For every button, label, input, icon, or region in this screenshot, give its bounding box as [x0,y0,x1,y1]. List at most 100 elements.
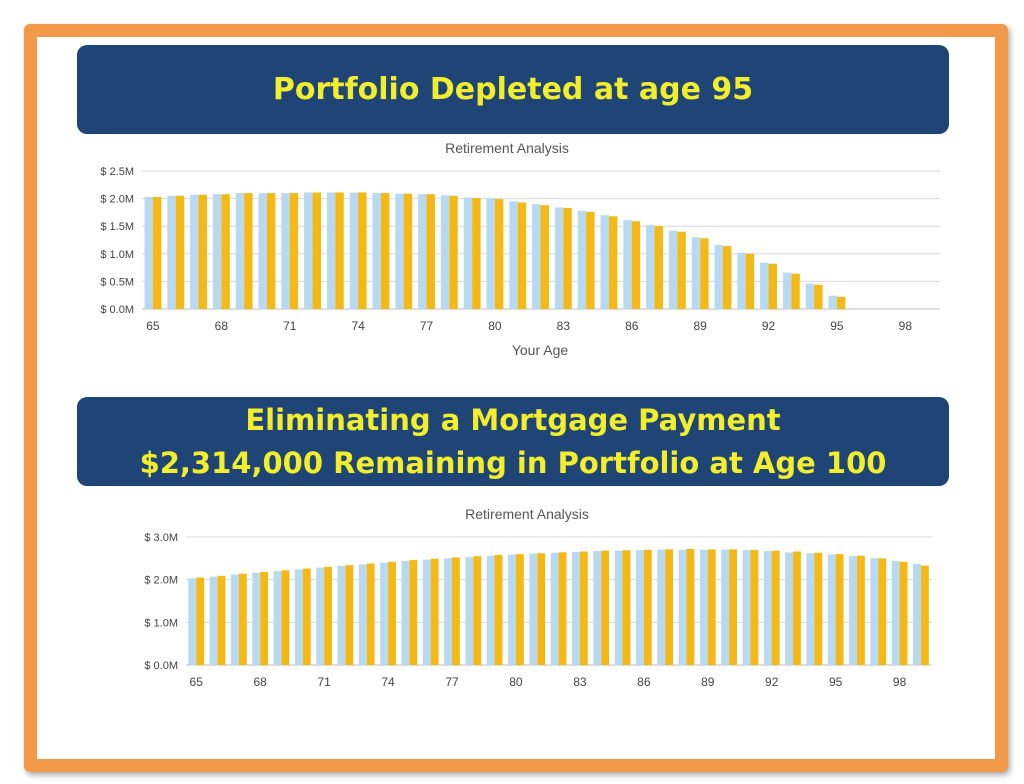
bar-blue-age-66 [209,576,218,665]
y-tick-label: $ 0.0M [144,660,178,672]
bar-blue-age-80 [508,554,516,665]
bar-blue-age-71 [281,193,290,309]
bar-gold-age-92 [768,263,777,309]
bar-gold-age-96 [856,555,865,665]
bar-blue-age-68 [252,572,261,665]
bar-blue-age-76 [422,559,431,665]
bar-gold-age-71 [289,193,299,309]
bar-blue-age-70 [258,193,267,309]
bar-blue-age-77 [444,558,453,665]
bar-blue-age-86 [635,550,644,665]
bar-gold-age-83 [563,207,572,309]
bar-blue-age-84 [593,551,602,665]
x-tick-label: 74 [351,319,365,333]
bar-blue-age-94 [805,283,815,309]
bar-blue-age-66 [167,195,176,309]
bar-blue-age-90 [714,244,723,309]
x-tick-label: 92 [765,675,779,689]
bottom-banner-subtitle: $2,314,000 Remaining in Portfolio at Age… [139,446,887,480]
y-tick-label: $ 2.5M [100,166,134,178]
x-tick-label: 74 [381,675,395,689]
x-tick-label: 68 [215,319,229,333]
bar-gold-age-98 [899,561,908,665]
y-tick-label: $ 2.0M [144,575,178,587]
bar-gold-age-79 [472,198,481,309]
bar-gold-age-87 [665,549,674,665]
bar-gold-age-65 [196,577,205,665]
bar-gold-age-82 [558,552,567,665]
bar-gold-age-89 [707,549,716,665]
x-tick-label: 95 [830,319,844,333]
y-tick-label: $ 0.0M [100,304,134,316]
bar-blue-age-80 [486,198,495,309]
bar-gold-age-89 [700,238,709,309]
top-banner-title: Portfolio Depleted at age 95 [272,72,754,107]
chart-title: Retirement Analysis [445,140,569,156]
bar-gold-age-83 [579,551,588,665]
x-tick-label: 98 [899,319,913,333]
bar-gold-age-84 [601,550,610,665]
bar-gold-age-86 [631,221,641,309]
bar-gold-age-66 [217,575,226,665]
bar-gold-age-86 [643,549,652,665]
top-banner: Portfolio Depleted at age 95 [77,45,949,134]
bar-gold-age-85 [622,550,631,665]
bar-blue-age-92 [763,551,772,665]
bar-gold-age-87 [654,226,663,309]
bar-blue-age-70 [294,569,303,665]
bar-gold-age-74 [388,561,396,665]
x-tick-label: 71 [317,675,331,689]
bar-blue-age-83 [572,551,580,665]
bar-blue-age-90 [721,549,730,665]
bar-gold-age-67 [238,573,247,665]
bar-gold-age-88 [677,231,686,309]
bar-gold-age-70 [302,568,311,665]
bar-blue-age-73 [326,192,336,309]
bar-gold-age-71 [324,566,333,665]
bar-blue-age-65 [144,196,153,309]
bar-blue-age-79 [463,197,473,309]
bar-blue-age-74 [349,192,359,309]
bar-gold-age-73 [335,192,344,309]
bar-blue-age-69 [235,193,245,309]
bar-blue-age-79 [486,555,495,665]
x-tick-label: 65 [190,675,204,689]
bar-blue-age-85 [614,550,623,665]
bar-gold-age-72 [312,192,321,309]
bar-blue-age-95 [827,554,836,665]
x-tick-label: 83 [557,319,571,333]
x-tick-label: 77 [445,675,459,689]
bar-gold-age-93 [793,551,801,665]
bar-gold-age-73 [366,563,375,665]
bar-blue-age-93 [785,552,794,665]
bar-gold-age-91 [750,549,759,665]
bar-gold-age-77 [452,557,460,665]
bar-blue-age-71 [316,567,325,665]
x-tick-label: 89 [701,675,715,689]
y-tick-label: $ 1.0M [144,617,178,629]
bar-gold-age-70 [266,193,276,309]
bar-gold-age-75 [380,193,390,309]
bar-gold-age-67 [198,194,207,309]
bar-blue-age-85 [600,215,609,309]
y-tick-label: $ 2.0M [100,194,134,206]
bar-gold-age-77 [426,194,435,309]
bar-gold-age-75 [409,560,418,665]
bar-gold-age-68 [260,571,269,665]
x-tick-label: 65 [146,319,160,333]
bar-gold-age-80 [494,199,504,309]
bar-gold-age-97 [878,558,887,665]
bar-blue-age-72 [304,192,313,309]
bar-gold-age-94 [814,284,823,309]
bar-gold-age-68 [221,194,230,309]
bar-blue-age-74 [380,562,389,665]
x-tick-label: 92 [762,319,776,333]
bar-blue-age-83 [554,207,564,309]
bar-blue-age-73 [358,564,367,665]
bar-gold-age-74 [358,192,367,309]
x-tick-label: 86 [637,675,651,689]
bar-blue-age-82 [550,552,559,665]
bar-blue-age-96 [849,556,857,665]
bar-blue-age-95 [828,295,837,309]
